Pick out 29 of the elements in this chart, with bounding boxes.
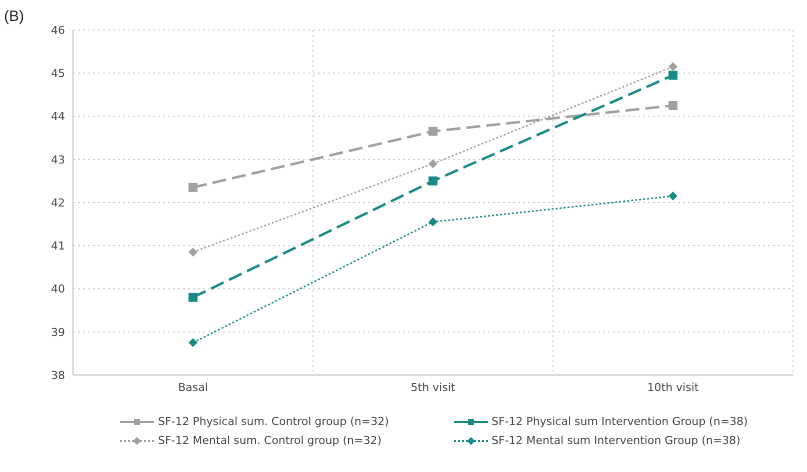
legend-label: SF-12 Mental sum Intervention Group (n=38) bbox=[492, 434, 740, 447]
y-tick-label: 42 bbox=[51, 196, 65, 210]
y-tick-label: 39 bbox=[51, 326, 65, 339]
y-tick-label: 40 bbox=[51, 282, 65, 296]
point bbox=[188, 182, 198, 192]
y-tick-label: 41 bbox=[51, 240, 65, 253]
point bbox=[188, 248, 198, 257]
point bbox=[188, 292, 198, 302]
point bbox=[188, 338, 198, 348]
y-tick-label: 44 bbox=[51, 110, 65, 124]
point bbox=[668, 70, 678, 80]
legend-label: SF-12 Mental sum. Control group (n=32) bbox=[158, 434, 382, 447]
legend-label: SF-12 Physical sum. Control group (n=32) bbox=[158, 415, 389, 428]
text: (B) bbox=[4, 8, 24, 25]
y-tick-label: 43 bbox=[51, 153, 65, 166]
y-tick-label: 38 bbox=[51, 368, 65, 382]
x-tick-label: 5th visit bbox=[410, 380, 456, 394]
point bbox=[428, 126, 438, 136]
point bbox=[428, 159, 438, 168]
point bbox=[668, 100, 678, 110]
point bbox=[428, 217, 438, 226]
point bbox=[668, 192, 678, 201]
x-tick-label: Basal bbox=[178, 380, 208, 394]
point bbox=[428, 176, 438, 186]
y-tick-label: 45 bbox=[51, 67, 65, 80]
point bbox=[668, 62, 678, 72]
y-tick-label: 46 bbox=[51, 24, 65, 37]
legend-label: SF-12 Physical sum Intervention Group (n=38) bbox=[492, 415, 748, 428]
x-tick-label: 10th visit bbox=[647, 380, 700, 394]
